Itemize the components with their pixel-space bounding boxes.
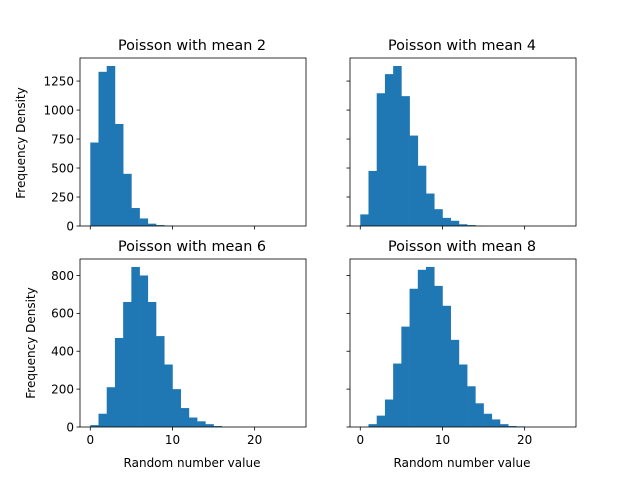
- histogram-bar: [442, 305, 451, 427]
- histogram-bar: [458, 364, 468, 427]
- axes-frame: [349, 57, 577, 227]
- subplot-mean-6: Poisson with mean 6 Frequency Density Ra…: [24, 239, 307, 470]
- y-tick-label: 500: [51, 161, 74, 175]
- x-axis-label: Random number value: [394, 456, 531, 470]
- histogram-bar: [401, 96, 410, 226]
- subplot-mean-2: Poisson with mean 2 Frequency Density 0 2…: [14, 38, 307, 233]
- y-tick-label: 200: [51, 382, 74, 396]
- y-tick-label: 1000: [43, 103, 74, 117]
- histogram-bars: [90, 266, 223, 427]
- histogram-bar: [434, 285, 443, 427]
- histogram-bar: [458, 224, 468, 226]
- histogram-bar: [360, 214, 369, 226]
- histogram-bar: [188, 417, 198, 427]
- histogram-bar: [123, 173, 132, 226]
- y-tick-label: 750: [51, 132, 74, 146]
- histogram-bar: [393, 363, 402, 427]
- histogram-bar: [376, 93, 386, 226]
- histogram-bar: [147, 301, 157, 427]
- histogram-bars: [90, 66, 173, 226]
- histogram-bar: [384, 74, 394, 227]
- histogram-bar: [98, 71, 108, 226]
- histogram-bar: [205, 424, 214, 427]
- histogram-bar: [131, 208, 140, 226]
- histogram-bar: [475, 403, 484, 427]
- histogram-bar: [467, 386, 476, 427]
- y-tick-label: 400: [51, 345, 74, 359]
- histogram-bar: [139, 218, 149, 226]
- histogram-bar: [90, 142, 99, 226]
- histogram-bar: [393, 66, 402, 226]
- histogram-bar: [106, 387, 116, 427]
- histogram-bar: [417, 269, 427, 427]
- histogram-bar: [213, 426, 223, 427]
- subplot-mean-4: Poisson with mean 4: [346, 38, 577, 230]
- histogram-bar: [376, 415, 386, 427]
- x-tick-label: 10: [165, 433, 180, 447]
- histogram-bars: [368, 266, 525, 427]
- histogram-bar: [368, 424, 378, 427]
- histogram-bar: [467, 225, 476, 226]
- histogram-bar: [114, 337, 124, 427]
- x-tick-label: 10: [435, 433, 450, 447]
- histogram-bar: [164, 364, 173, 427]
- axes-frame: [79, 57, 307, 227]
- histogram-bar: [98, 413, 108, 427]
- histogram-bar: [401, 326, 410, 427]
- y-tick-label: 0: [66, 219, 74, 233]
- histogram-bar: [139, 275, 149, 427]
- axes-frame: [349, 258, 577, 428]
- subplot-title: Poisson with mean 2: [118, 38, 266, 54]
- x-tick-label: 20: [517, 433, 532, 447]
- histogram-bar: [147, 223, 157, 226]
- x-tick-label: 0: [356, 433, 364, 447]
- histogram-bar: [409, 288, 419, 427]
- x-axis-label: Random number value: [124, 456, 261, 470]
- subplot-mean-8: Poisson with mean 8 Random number value …: [346, 239, 577, 470]
- histogram-bar: [491, 419, 501, 427]
- histogram-bar: [172, 389, 181, 427]
- y-tick-label: 250: [51, 190, 74, 204]
- histogram-bar: [508, 426, 517, 427]
- histogram-bar: [123, 301, 132, 427]
- histogram-bar: [131, 266, 140, 427]
- y-tick-label: 1250: [43, 74, 74, 88]
- y-tick-label: 0: [66, 420, 74, 434]
- histogram-bar: [180, 408, 190, 427]
- histogram-bar: [450, 339, 460, 427]
- axes-frame: [79, 258, 307, 428]
- histogram-bar: [106, 66, 116, 226]
- histogram-bar: [417, 165, 427, 226]
- histogram-bar: [483, 413, 493, 427]
- histogram-bar: [442, 217, 451, 226]
- histogram-bar: [384, 399, 394, 427]
- histogram-bar: [90, 425, 99, 427]
- subplot-title: Poisson with mean 4: [388, 38, 536, 54]
- histogram-bar: [197, 421, 206, 427]
- x-tick-label: 20: [247, 433, 262, 447]
- subplot-title: Poisson with mean 6: [118, 239, 266, 255]
- histogram-bar: [409, 135, 419, 226]
- y-tick-label: 800: [51, 269, 74, 283]
- histogram-bar: [434, 209, 443, 226]
- x-tick-label: 0: [86, 433, 94, 447]
- histogram-bar: [368, 170, 378, 226]
- histogram-bars: [360, 66, 484, 227]
- histogram-bar: [156, 336, 165, 427]
- histogram-bar: [114, 123, 124, 226]
- histogram-bar: [426, 266, 435, 427]
- histogram-bar: [156, 225, 165, 226]
- y-axis-label: Frequency Density: [14, 87, 28, 198]
- y-axis-label: Frequency Density: [24, 287, 38, 398]
- subplot-title: Poisson with mean 8: [388, 239, 536, 255]
- histogram-bar: [426, 193, 435, 226]
- histogram-bar: [450, 220, 460, 226]
- y-tick-label: 600: [51, 307, 74, 321]
- histogram-bar: [499, 424, 509, 427]
